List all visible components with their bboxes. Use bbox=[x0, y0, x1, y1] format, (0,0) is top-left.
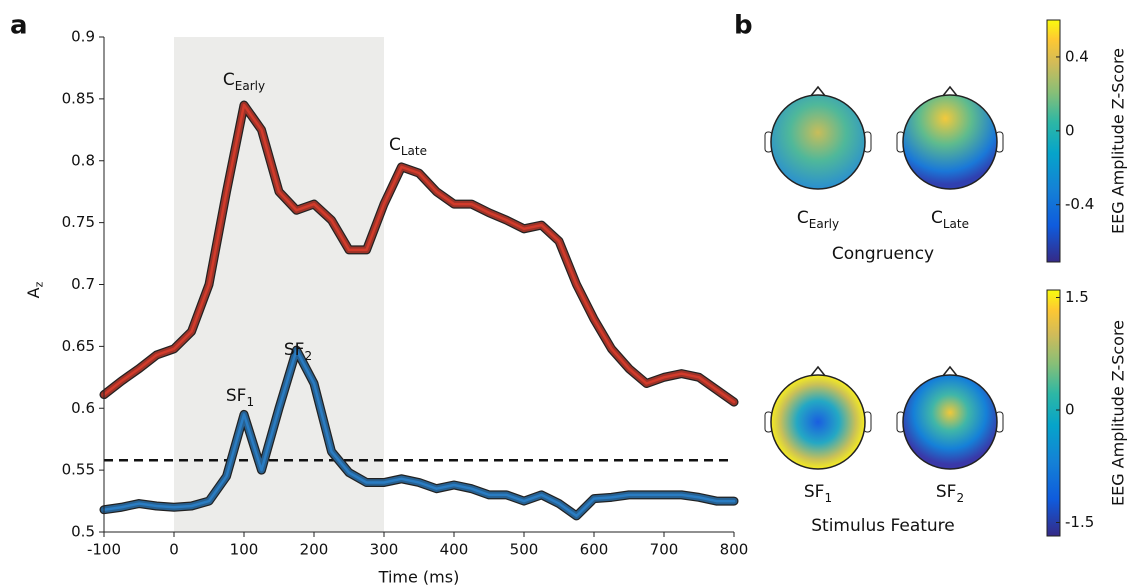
y-tick-label: 0.85 bbox=[62, 89, 95, 107]
y-tick-label: 0.55 bbox=[62, 461, 95, 479]
panel-label: a bbox=[10, 11, 28, 41]
annotation: SF1 bbox=[226, 386, 254, 408]
y-tick-label: 0.5 bbox=[71, 523, 95, 541]
group-label: Stimulus Feature bbox=[811, 516, 955, 536]
annotation-subscript: 2 bbox=[956, 490, 964, 504]
x-axis-label: Time (ms) bbox=[378, 568, 460, 587]
colorbar-tick-label: 0 bbox=[1065, 121, 1075, 139]
annotation-text: SF bbox=[226, 386, 247, 406]
annotation-text: SF bbox=[284, 340, 305, 360]
y-tick-label: 0.65 bbox=[62, 337, 95, 355]
annotation-text: SF bbox=[936, 482, 957, 502]
head bbox=[896, 365, 1004, 470]
y-tick-label: 0.6 bbox=[71, 399, 95, 417]
annotation: SF2 bbox=[936, 482, 964, 504]
series-line bbox=[102, 348, 736, 518]
panel-label: b bbox=[734, 11, 753, 41]
topomaps bbox=[764, 85, 1004, 470]
annotation: SF2 bbox=[284, 340, 312, 362]
x-tick-label: 300 bbox=[370, 541, 399, 559]
x-tick-label: 0 bbox=[169, 541, 179, 559]
annotation: SF1 bbox=[804, 482, 832, 504]
colorbar-tick-label: -1.5 bbox=[1065, 513, 1094, 531]
colorbar-tick-label: 1.5 bbox=[1065, 288, 1089, 306]
annotation-subscript: 1 bbox=[824, 490, 832, 504]
y-tick-label: 0.8 bbox=[71, 151, 95, 169]
colorbar-tick-label: 0.4 bbox=[1065, 47, 1089, 65]
annotation: CLate bbox=[389, 135, 427, 157]
x-tick-label: -100 bbox=[87, 541, 121, 559]
x-tick-label: 200 bbox=[300, 541, 329, 559]
head bbox=[764, 365, 872, 470]
annotation-subscript: 1 bbox=[246, 394, 254, 408]
colorbar-tick-label: 0 bbox=[1065, 401, 1075, 419]
colorbar bbox=[1046, 19, 1061, 263]
annotation-text: C bbox=[389, 135, 401, 155]
annotation-text: C bbox=[931, 208, 943, 228]
annotation-subscript: Early bbox=[235, 78, 265, 92]
y-tick-label: 0.7 bbox=[71, 275, 95, 293]
annotation: CEarly bbox=[797, 208, 839, 230]
head bbox=[896, 85, 1004, 190]
annotation-text: A bbox=[24, 287, 43, 298]
colorbar-label: EEG Amplitude Z-Score bbox=[1109, 320, 1128, 506]
y-tick-label: 0.9 bbox=[71, 28, 95, 46]
series-line bbox=[102, 103, 736, 404]
annotation-text: SF bbox=[804, 482, 825, 502]
colorbar-tick-label: -0.4 bbox=[1065, 195, 1094, 213]
annotation: CLate bbox=[931, 208, 969, 230]
annotation-subscript: Late bbox=[401, 143, 427, 157]
colorbar-label: EEG Amplitude Z-Score bbox=[1109, 48, 1128, 234]
head bbox=[764, 85, 872, 190]
x-tick-label: 100 bbox=[230, 541, 259, 559]
x-tick-label: 500 bbox=[510, 541, 539, 559]
x-tick-label: 400 bbox=[440, 541, 469, 559]
annotation: CEarly bbox=[223, 70, 265, 92]
x-tick-label: 600 bbox=[580, 541, 609, 559]
annotation-subscript: 2 bbox=[304, 348, 312, 362]
y-tick-label: 0.75 bbox=[62, 213, 95, 231]
annotation-text: C bbox=[797, 208, 809, 228]
annotation-text: C bbox=[223, 70, 235, 90]
annotation-subscript: Early bbox=[809, 216, 839, 230]
colorbar bbox=[1046, 289, 1061, 537]
x-tick-label: 800 bbox=[720, 541, 749, 559]
annotation-subscript: z bbox=[33, 281, 46, 287]
y-axis-label: Az bbox=[24, 281, 46, 298]
x-tick-label: 700 bbox=[650, 541, 679, 559]
group-label: Congruency bbox=[832, 244, 934, 264]
annotation-subscript: Late bbox=[943, 216, 969, 230]
